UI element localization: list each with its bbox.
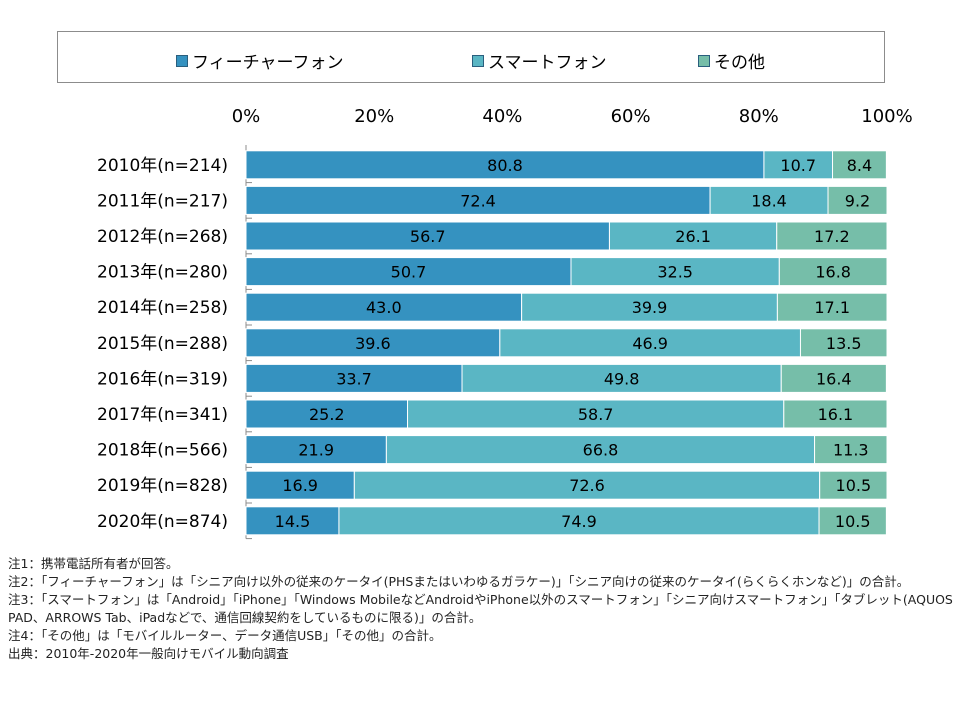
data-label: 32.5: [657, 263, 693, 282]
x-tick-label: 80%: [739, 106, 779, 127]
note-2: 注2：「フィーチャーフォン」は「シニア向け以外の従来のケータイ(PHSまたはいわ…: [8, 574, 910, 589]
bar-segment: [818, 506, 887, 536]
data-label: 11.3: [833, 441, 869, 460]
legend-swatch-smartphone: [472, 54, 484, 67]
bar-segment: [245, 470, 355, 500]
data-label: 18.4: [751, 191, 787, 210]
bar-segment: [245, 506, 340, 536]
bar-segment: [608, 221, 778, 251]
data-label: 66.8: [583, 441, 619, 460]
data-label: 72.6: [569, 476, 605, 495]
data-label: 10.5: [835, 512, 871, 531]
x-tick-label: 20%: [354, 106, 394, 127]
bar-segment: [385, 435, 816, 465]
note-1: 注1：携帯電話所有者が回答。: [8, 556, 179, 571]
bar-segment: [245, 221, 610, 251]
data-label: 8.4: [847, 156, 872, 175]
data-label: 80.8: [487, 156, 523, 175]
bar-segment: [814, 435, 888, 465]
legend-swatch-other: [698, 54, 710, 67]
bar-segment: [778, 257, 888, 287]
legend-item-feature-phone: フィーチャーフォン: [176, 48, 343, 73]
data-label: 14.5: [275, 512, 311, 531]
legend-swatch-feature-phone: [176, 54, 188, 67]
data-label: 58.7: [578, 405, 614, 424]
category-label: 2011年(n=217): [97, 191, 228, 211]
source: 出典：2010年-2020年一般向けモバイル動向調査: [8, 646, 289, 661]
bar-segment: [245, 257, 572, 287]
bar-segment: [245, 150, 765, 180]
bar-segment: [499, 328, 801, 358]
bar-segment: [461, 363, 782, 393]
legend-label-smartphone: スマートフォン: [488, 53, 607, 73]
x-tick-label: 0%: [232, 106, 261, 127]
bar-segment: [763, 150, 834, 180]
data-label: 21.9: [298, 441, 334, 460]
x-tick-label: 40%: [482, 106, 522, 127]
bar-segment: [245, 399, 409, 429]
data-label: 9.2: [845, 191, 870, 210]
category-label: 2017年(n=341): [97, 405, 228, 425]
data-label: 33.7: [336, 369, 372, 388]
bar-segment: [521, 292, 778, 322]
data-label: 43.0: [366, 298, 402, 317]
x-tick-label: 60%: [611, 106, 651, 127]
category-label: 2018年(n=566): [97, 441, 228, 461]
bar-segment: [776, 221, 888, 251]
notes: 注1：携帯電話所有者が回答。 注2：「フィーチャーフォン」は「シニア向け以外の従…: [8, 555, 958, 663]
data-label: 10.5: [836, 476, 872, 495]
category-label: 2013年(n=280): [97, 263, 228, 283]
bar-segment: [245, 435, 387, 465]
data-label: 46.9: [632, 334, 668, 353]
category-label: 2015年(n=288): [97, 334, 228, 354]
x-tick-label: 100%: [861, 106, 912, 127]
note-3: 注3：「スマートフォン」は「Android」「iPhone」「Windows M…: [8, 592, 953, 625]
category-label: 2019年(n=828): [97, 476, 228, 496]
category-label: 2020年(n=874): [97, 512, 228, 532]
bar-segment: [245, 328, 501, 358]
data-label: 39.6: [355, 334, 391, 353]
category-label: 2010年(n=214): [97, 156, 228, 176]
bar-segment: [776, 292, 888, 322]
bar-segment: [799, 328, 888, 358]
data-label: 25.2: [309, 405, 345, 424]
data-label: 26.1: [675, 227, 711, 246]
data-label: 13.5: [826, 334, 862, 353]
bar-segment: [353, 470, 821, 500]
stacked-bar-chart: 0% 20% 40% 60% 80% 100% 2010年(n=214) 80.8 10.7 8.…: [97, 106, 913, 540]
category-label: 2016年(n=319): [97, 369, 228, 389]
data-label: 16.1: [818, 405, 854, 424]
data-label: 74.9: [561, 512, 597, 531]
data-label: 16.4: [816, 369, 852, 388]
data-label: 17.1: [814, 298, 850, 317]
legend-label-feature-phone: フィーチャーフォン: [192, 53, 344, 73]
bar-segment: [827, 185, 888, 215]
data-label: 16.8: [815, 263, 851, 282]
bar-segment: [245, 363, 463, 393]
note-4: 注4：「その他」は「モバイルルーター、データ通信USB」「その他」の合計。: [8, 628, 442, 643]
data-label: 16.9: [282, 476, 318, 495]
category-label: 2014年(n=258): [97, 298, 228, 318]
data-label: 10.7: [780, 156, 816, 175]
bar-segment: [709, 185, 829, 215]
data-label: 49.8: [604, 369, 640, 388]
legend-item-smartphone: スマートフォン: [472, 48, 607, 73]
data-label: 56.7: [410, 227, 446, 246]
bar-segment: [780, 363, 887, 393]
legend-label-other: その他: [714, 53, 765, 73]
data-label: 17.2: [814, 227, 850, 246]
bar-segment: [819, 470, 888, 500]
legend: フィーチャーフォン スマートフォン その他: [57, 31, 885, 83]
data-label: 72.4: [460, 191, 496, 210]
category-label: 2012年(n=268): [97, 227, 228, 247]
legend-item-other: その他: [698, 48, 765, 73]
data-label: 39.9: [632, 298, 668, 317]
bar-segment: [783, 399, 888, 429]
data-label: 50.7: [391, 263, 427, 282]
bar-segment: [832, 150, 887, 180]
bar-segment: [570, 257, 780, 287]
